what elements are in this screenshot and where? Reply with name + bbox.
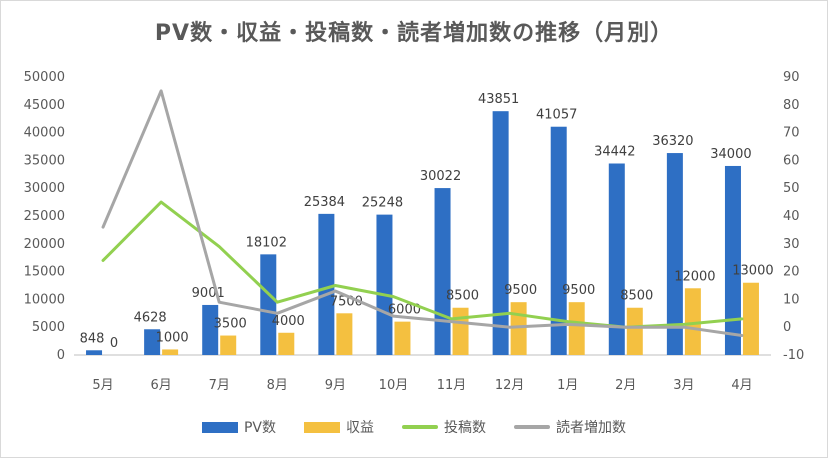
right-axis-tick-label: 70	[783, 126, 800, 141]
bar-revenue	[510, 302, 527, 355]
bar-revenue	[278, 332, 295, 355]
right-axis-tick-label: -10	[783, 348, 804, 363]
x-axis-tick-label: 5月	[92, 378, 113, 393]
bar-revenue	[336, 313, 353, 355]
bar-revenue	[626, 307, 643, 355]
left-axis-tick-label: 35000	[24, 153, 65, 168]
left-axis-tick-label: 45000	[24, 98, 65, 113]
line-posts	[101, 200, 744, 329]
data-label-revenue: 0	[110, 336, 118, 351]
data-label-revenue: 4000	[272, 314, 305, 329]
line-readers	[101, 89, 744, 338]
data-label-revenue: 9500	[504, 283, 537, 298]
data-label-revenue: 13000	[732, 264, 773, 279]
data-label-pv: 34000	[710, 147, 751, 162]
legend-item: 収益	[304, 417, 374, 437]
bar-pv	[376, 214, 393, 355]
x-axis-tick-label: 6月	[150, 378, 171, 393]
x-axis-tick-label: 1月	[557, 378, 578, 393]
legend-label: 投稿数	[444, 420, 487, 436]
data-label-pv: 18102	[246, 235, 287, 250]
data-label-pv: 848	[80, 331, 105, 346]
left-axis-tick-label: 30000	[24, 181, 65, 196]
legend-item: 読者増加数	[514, 417, 626, 437]
data-label-revenue: 6000	[388, 303, 421, 318]
bar-pv	[202, 304, 219, 355]
bar-pv	[666, 153, 683, 355]
legend-swatch	[304, 421, 341, 433]
bar-revenue	[394, 321, 411, 355]
bar-pv	[550, 126, 567, 355]
right-axis-tick-label: 10	[783, 292, 800, 307]
data-label-pv: 41057	[536, 108, 577, 123]
legend-item: PV数	[201, 417, 277, 437]
left-axis-tick-label: 0	[57, 348, 65, 363]
left-axis-tick-label: 5000	[32, 320, 65, 335]
x-axis-tick-label: 2月	[615, 378, 636, 393]
x-axis-tick-label: 10月	[379, 378, 409, 393]
left-axis-tick-label: 15000	[24, 265, 65, 280]
right-axis-tick-label: 40	[783, 209, 800, 224]
bar-pv	[434, 188, 451, 355]
data-label-pv: 43851	[478, 92, 519, 107]
bar-pv	[724, 165, 741, 355]
chart-legend: PV数 収益 投稿数 読者増加数	[1, 417, 827, 437]
x-axis-tick-label: 4月	[731, 378, 752, 393]
data-label-pv: 30022	[420, 169, 461, 184]
x-axis-tick-label: 7月	[209, 378, 230, 393]
left-axis-tick-label: 20000	[24, 237, 65, 252]
legend-label: 読者増加数	[556, 420, 627, 436]
legend-swatch	[402, 425, 439, 429]
data-label-pv: 4628	[134, 310, 167, 325]
left-axis-tick-label: 25000	[24, 209, 65, 224]
x-axis-tick-label: 9月	[325, 378, 346, 393]
right-axis-tick-label: 20	[783, 265, 800, 280]
legend-label: 収益	[346, 420, 375, 436]
data-label-revenue: 8500	[446, 289, 479, 304]
left-axis-tick-label: 10000	[24, 292, 65, 307]
legend-swatch	[201, 421, 238, 433]
data-label-pv: 34442	[594, 145, 635, 160]
data-label-revenue: 1000	[156, 330, 189, 345]
right-axis-tick-label: 30	[783, 237, 800, 252]
x-axis-tick-label: 12月	[495, 378, 525, 393]
right-axis-tick-label: 80	[783, 98, 800, 113]
bar-pv	[260, 254, 277, 355]
x-axis-tick-label: 8月	[267, 378, 288, 393]
data-label-pv: 25248	[362, 196, 403, 211]
left-axis-tick-label: 50000	[24, 70, 65, 85]
bar-pv	[318, 213, 335, 355]
right-axis-tick-label: 0	[783, 320, 791, 335]
x-axis-tick-label: 3月	[673, 378, 694, 393]
bar-revenue	[452, 307, 469, 355]
bar-pv	[608, 163, 625, 355]
data-label-revenue: 3500	[214, 317, 247, 332]
x-axis-tick-label: 11月	[437, 378, 467, 393]
left-axis-tick-label: 40000	[24, 126, 65, 141]
chart-title: PV数・収益・投稿数・読者増加数の推移（月別）	[154, 21, 674, 46]
bar-revenue	[684, 288, 701, 355]
right-axis-tick-label: 60	[783, 153, 800, 168]
legend-swatch	[514, 425, 551, 429]
bar-pv	[492, 111, 509, 355]
bar-revenue	[220, 335, 237, 355]
data-label-revenue: 8500	[620, 289, 653, 304]
bar-revenue	[568, 302, 585, 355]
legend-item: 投稿数	[402, 417, 486, 437]
bar-revenue	[742, 282, 759, 355]
bar-pv	[144, 329, 161, 355]
data-label-revenue: 12000	[674, 269, 715, 284]
right-axis-tick-label: 90	[783, 70, 800, 85]
bar-pv	[86, 350, 103, 355]
bar-revenue	[162, 349, 179, 355]
legend-label: PV数	[243, 420, 277, 436]
right-axis-tick-label: 50	[783, 181, 800, 196]
data-label-revenue: 9500	[562, 283, 595, 298]
data-label-pv: 25384	[304, 195, 345, 210]
data-label-pv: 36320	[652, 134, 693, 149]
